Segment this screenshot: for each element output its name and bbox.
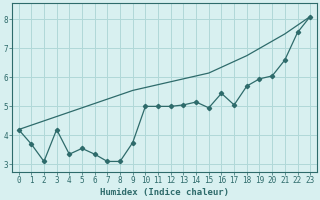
X-axis label: Humidex (Indice chaleur): Humidex (Indice chaleur) — [100, 188, 229, 197]
